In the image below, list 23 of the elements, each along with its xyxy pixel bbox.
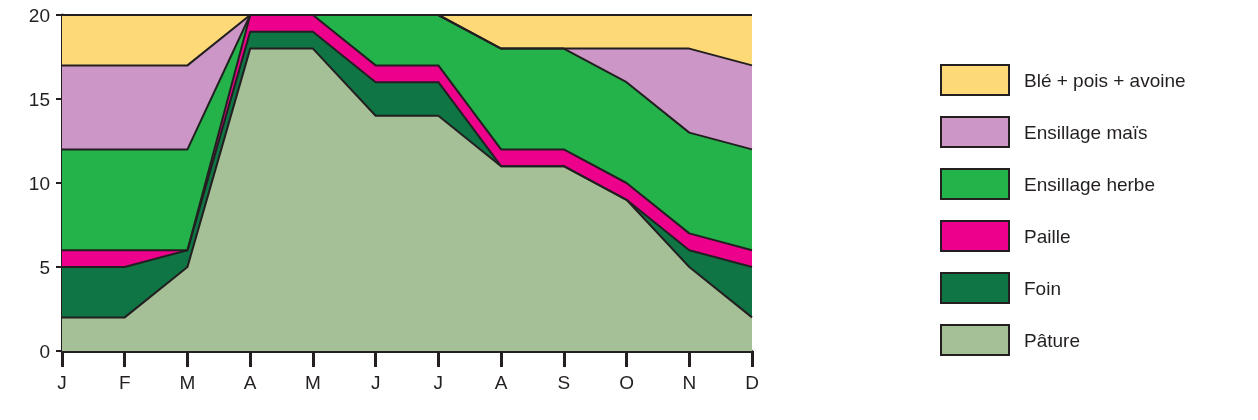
x-tick-label: J <box>370 372 381 393</box>
x-tick-label: M <box>179 372 196 393</box>
x-tick-label: J <box>57 372 67 393</box>
x-tick-label: J <box>433 372 444 393</box>
legend-label: Paille <box>1024 225 1071 247</box>
legend-label: Foin <box>1024 277 1061 299</box>
legend-label: Pâture <box>1024 329 1080 351</box>
legend-label: Ensillage maïs <box>1024 121 1148 143</box>
y-tick-label: 20 <box>28 4 50 26</box>
legend-label: Ensillage herbe <box>1024 173 1155 195</box>
legend-label: Blé + pois + avoine <box>1024 69 1186 91</box>
x-tick-label: F <box>118 372 131 393</box>
x-tick-label: N <box>682 372 697 393</box>
x-tick-label: O <box>619 372 634 393</box>
y-tick-label: 10 <box>28 172 50 194</box>
x-tick-label: D <box>745 372 759 393</box>
x-tick-label: S <box>557 372 571 393</box>
x-tick-label: M <box>305 372 321 393</box>
y-tick-label: 15 <box>28 88 50 110</box>
x-tick-label: A <box>243 372 257 393</box>
x-tick-label: A <box>494 372 508 393</box>
y-tick-label: 5 <box>39 256 50 278</box>
y-tick-label: 0 <box>39 340 50 362</box>
